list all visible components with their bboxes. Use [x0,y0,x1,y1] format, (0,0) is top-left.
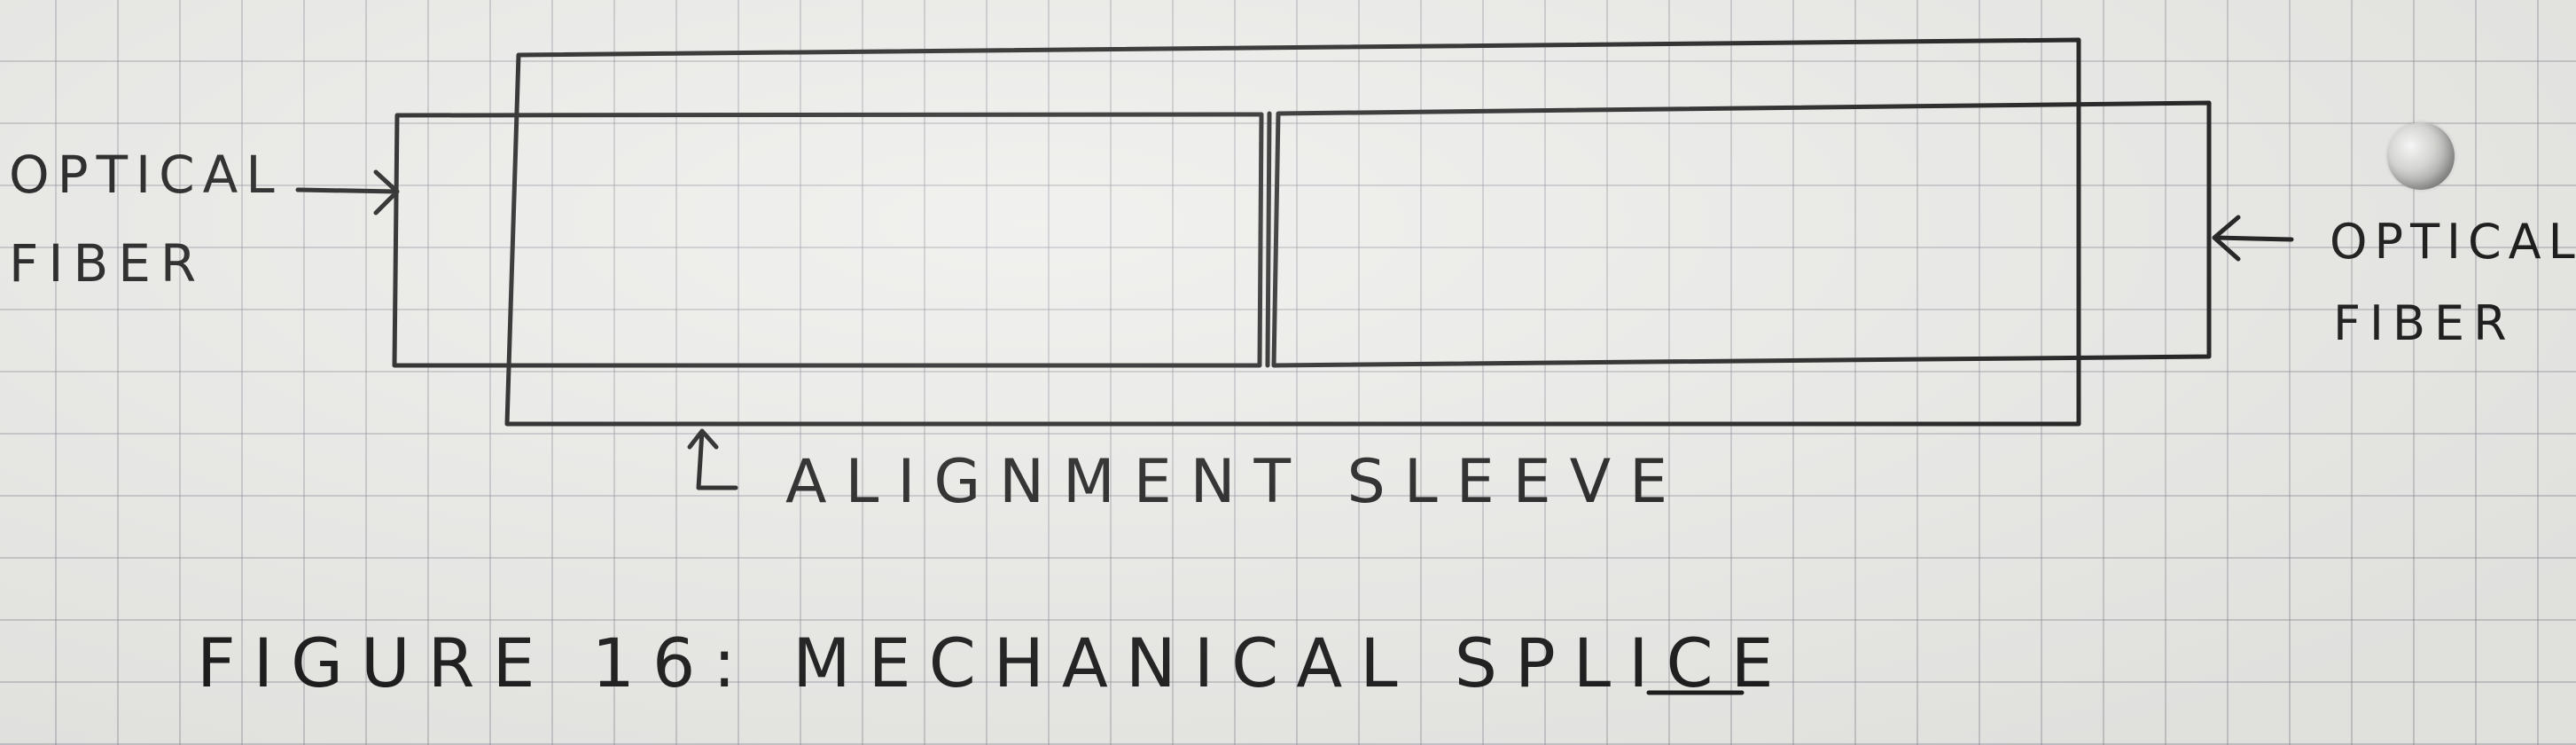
right-fiber-arrow [2212,215,2294,262]
left-fiber-arrow [295,169,400,216]
notebook-punch-hole [2387,122,2455,190]
left-fiber-label-line-2: FIBER [9,233,207,294]
sleeve-pointer-arrow [687,428,738,490]
right-optical-fiber-outline [1271,100,2212,368]
left-fiber-label-line-1: OPTICAL [9,145,283,205]
left-optical-fiber-outline [392,112,1264,368]
right-fiber-label-line-2: FIBER [2333,295,2516,351]
splice-contact-line [1265,111,1272,368]
right-fiber-label-line-1: OPTICAL [2330,214,2576,270]
figure-caption: FIGURE 16: MECHANICAL SPLICE [197,623,1791,702]
alignment-sleeve-outline [504,37,2081,427]
alignment-sleeve-label: ALIGNMENT SLEEVE [785,447,1687,517]
